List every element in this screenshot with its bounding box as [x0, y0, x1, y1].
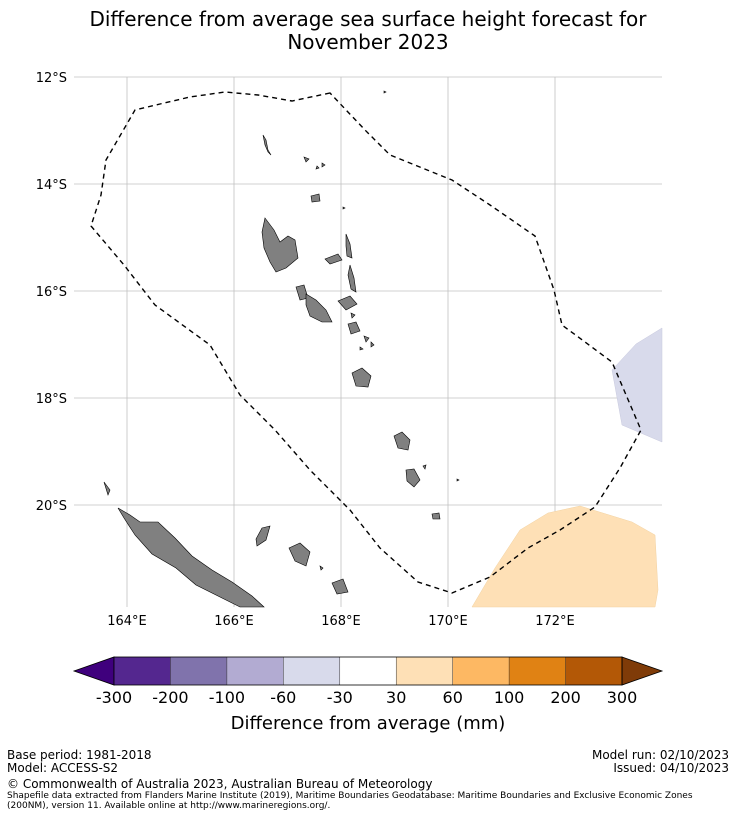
colorbar-label: Difference from average (mm) [231, 713, 506, 734]
anomaly-negative-region [611, 327, 663, 443]
lat-label-12s: 12°S [36, 71, 67, 86]
island-malekula [305, 293, 333, 323]
cb-tick: 300 [607, 688, 638, 707]
island-paama [350, 312, 356, 319]
map-panel: 12°S 14°S 16°S 18°S 20°S 164°E 166°E 168… [36, 71, 663, 629]
colorbar-segment [283, 657, 341, 685]
cb-tick: -200 [152, 688, 188, 707]
island-new-caledonia [117, 507, 265, 608]
lat-label-16s: 16°S [36, 285, 67, 300]
colorbar-extend-low [72, 656, 115, 686]
cb-tick: 100 [494, 688, 525, 707]
latitude-labels: 12°S 14°S 16°S 18°S 20°S [36, 71, 67, 514]
lat-label-20s: 20°S [36, 499, 67, 514]
anomaly-positive-region [471, 505, 659, 608]
lat-label-14s: 14°S [36, 178, 67, 193]
longitude-labels: 164°E 166°E 168°E 170°E 172°E [107, 614, 575, 629]
island-ambae [324, 253, 343, 265]
island-emae [370, 341, 375, 348]
island-shepherds [363, 335, 370, 343]
island-banks-3 [321, 162, 326, 168]
footer-model: Model: ACCESS-S2 [7, 761, 119, 775]
cb-tick: -60 [270, 688, 296, 707]
map-title: Difference from average sea surface heig… [0, 8, 736, 54]
island-lifou [288, 542, 311, 567]
colorbar-extend-high [621, 656, 664, 686]
colorbar-segment [509, 657, 567, 685]
island-erromango [393, 431, 411, 451]
island-mare [331, 578, 349, 595]
island-tiga [319, 565, 324, 571]
island-small-a [342, 206, 346, 210]
cb-tick: -100 [209, 688, 245, 707]
island-tanna [405, 468, 421, 488]
colorbar-ticks: -300 -200 -100 -60 -30 30 60 100 200 300 [96, 688, 637, 707]
colorbar: -300 -200 -100 -60 -30 30 60 100 200 300… [72, 656, 664, 734]
lon-label-168e: 168°E [321, 614, 361, 629]
cb-tick: -30 [327, 688, 353, 707]
map-title-line2: November 2023 [287, 30, 449, 54]
island-gaua [310, 193, 321, 203]
island-ambrym [337, 295, 358, 311]
island-ouvea [255, 525, 271, 547]
cb-tick: 60 [443, 688, 463, 707]
eez-boundary [90, 91, 642, 594]
footer-copyright: © Commonwealth of Australia 2023, Austra… [7, 777, 433, 791]
island-futuna [456, 478, 460, 482]
island-maewo [345, 233, 353, 259]
colorbar-segment [452, 657, 510, 685]
footer-shapefile-line2: (200NM), version 11. Available online at… [7, 801, 331, 811]
footer-shapefile-line1: Shapefile data extracted from Flanders M… [7, 791, 693, 801]
island-espiritu-santo [261, 217, 299, 273]
colorbar-segment [339, 657, 397, 685]
map-title-line1: Difference from average sea surface heig… [89, 7, 647, 31]
cb-tick: 30 [386, 688, 406, 707]
cb-tick: -300 [96, 688, 132, 707]
island-small-b [359, 346, 364, 351]
island-efate [351, 367, 372, 388]
island-epi [347, 321, 361, 335]
island-banks-1 [303, 156, 310, 163]
colorbar-segment [396, 657, 454, 685]
colorbar-segment [565, 657, 623, 685]
island-banks-2 [315, 165, 320, 170]
island-pentecost [347, 264, 357, 293]
island-aniwa [422, 464, 427, 470]
footer-model-run: Model run: 02/10/2023 [591, 748, 729, 762]
island-belep [103, 481, 111, 496]
lat-label-18s: 18°S [36, 392, 67, 407]
land-masses [103, 90, 460, 608]
lon-label-170e: 170°E [428, 614, 468, 629]
island-aneityum [431, 512, 441, 520]
footer-base-period: Base period: 1981-2018 [7, 748, 152, 762]
lon-label-164e: 164°E [107, 614, 147, 629]
island-torres [262, 134, 272, 156]
cb-tick: 200 [550, 688, 581, 707]
lon-label-166e: 166°E [214, 614, 254, 629]
lon-label-172e: 172°E [535, 614, 575, 629]
footer-issued: Issued: 04/10/2023 [613, 761, 729, 775]
colorbar-frame [113, 656, 623, 686]
colorbar-segment [170, 657, 228, 685]
colorbar-segment [226, 657, 284, 685]
colorbar-segment [114, 657, 171, 685]
island-walpole [383, 90, 387, 94]
